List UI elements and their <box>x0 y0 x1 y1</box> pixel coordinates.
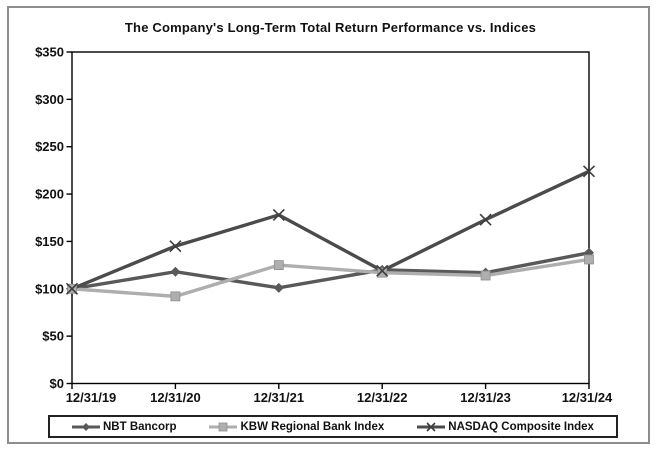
x-tick-label: 12/31/24 <box>562 390 613 405</box>
y-tick-label: $200 <box>35 187 64 202</box>
x-marker <box>479 213 492 226</box>
square-marker <box>170 291 181 302</box>
plot-area-border <box>71 51 590 385</box>
square-legend-swatch-icon <box>209 422 238 431</box>
legend-item-nbt-bancorp: NBT Bancorp <box>72 421 176 433</box>
square-marker <box>584 254 594 265</box>
chart-outer-frame <box>7 6 650 444</box>
x-tick-label: 12/31/22 <box>357 390 408 405</box>
y-tick-label: $50 <box>42 329 64 344</box>
series-line-kbw-regional-bank-index <box>71 257 590 299</box>
square-marker <box>480 270 491 281</box>
legend-item-kbw-regional-bank-index: KBW Regional Bank Index <box>209 421 384 433</box>
chart-legend: NBT Bancorp KBW Regional Bank Index NASDAQ… <box>48 415 618 438</box>
legend-item-nasdaq-composite-index: NASDAQ Composite Index <box>417 421 594 433</box>
series-line-nbt-bancorp <box>71 251 590 291</box>
y-tick-label: $250 <box>35 139 64 154</box>
diamond-legend-swatch-icon <box>72 422 100 431</box>
x-marker <box>169 240 182 253</box>
x-tick-label: 12/31/20 <box>150 390 201 405</box>
y-tick-label: $100 <box>35 281 64 296</box>
x-tick-label: 12/31/21 <box>253 390 304 405</box>
y-tick-label: $300 <box>35 92 64 107</box>
series-line-nasdaq-composite-index <box>71 169 590 291</box>
x-marker <box>582 165 596 178</box>
legend-label: NBT Bancorp <box>103 420 177 433</box>
square-marker <box>273 260 284 271</box>
square-marker <box>377 267 388 278</box>
y-tick-label: $0 <box>50 376 64 391</box>
legend-label: KBW Regional Bank Index <box>240 420 385 433</box>
legend-label: NASDAQ Composite Index <box>448 420 594 433</box>
x-marker <box>272 208 285 221</box>
x-tick-label: 12/31/23 <box>460 390 511 405</box>
y-tick-label: $150 <box>35 234 64 249</box>
diamond-marker <box>273 282 284 293</box>
x-marker <box>376 264 389 277</box>
y-tick-label: $350 <box>35 45 64 60</box>
chart-title: The Company's Long-Term Total Return Per… <box>124 20 537 35</box>
x-marker <box>65 282 79 295</box>
x-legend-swatch-icon <box>417 421 446 432</box>
diamond-marker <box>170 266 181 277</box>
x-tick-label: 12/31/19 <box>66 390 117 405</box>
